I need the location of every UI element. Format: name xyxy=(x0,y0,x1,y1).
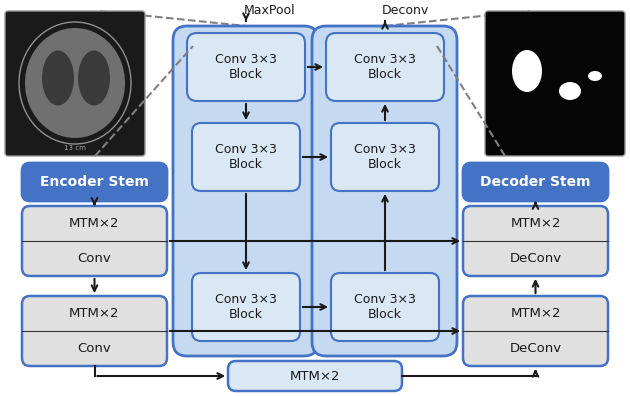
Text: Conv 3×3
Block: Conv 3×3 Block xyxy=(215,53,277,81)
Text: Conv 3×3
Block: Conv 3×3 Block xyxy=(354,53,416,81)
Text: MaxPool: MaxPool xyxy=(244,4,296,17)
FancyBboxPatch shape xyxy=(192,123,300,191)
FancyBboxPatch shape xyxy=(22,206,167,276)
FancyBboxPatch shape xyxy=(22,163,167,201)
FancyBboxPatch shape xyxy=(5,11,145,156)
Text: MTM×2: MTM×2 xyxy=(69,217,120,230)
FancyBboxPatch shape xyxy=(312,26,457,356)
Ellipse shape xyxy=(559,82,581,100)
Text: Decoder Stem: Decoder Stem xyxy=(480,175,591,189)
FancyBboxPatch shape xyxy=(331,273,439,341)
FancyBboxPatch shape xyxy=(173,26,318,356)
Text: Deconv: Deconv xyxy=(381,4,428,17)
Text: 13 cm: 13 cm xyxy=(64,145,86,151)
Text: Conv 3×3
Block: Conv 3×3 Block xyxy=(354,143,416,171)
FancyBboxPatch shape xyxy=(463,296,608,366)
Text: DeConv: DeConv xyxy=(510,342,561,355)
Text: DeConv: DeConv xyxy=(510,252,561,265)
FancyBboxPatch shape xyxy=(22,296,167,366)
Ellipse shape xyxy=(588,71,602,81)
Text: Encoder Stem: Encoder Stem xyxy=(40,175,149,189)
Text: MTM×2: MTM×2 xyxy=(69,307,120,320)
Text: MTM×2: MTM×2 xyxy=(290,369,340,383)
Ellipse shape xyxy=(78,51,110,105)
FancyBboxPatch shape xyxy=(228,361,402,391)
Text: MTM×2: MTM×2 xyxy=(510,307,561,320)
FancyBboxPatch shape xyxy=(187,33,305,101)
FancyBboxPatch shape xyxy=(326,33,444,101)
Text: Conv 3×3
Block: Conv 3×3 Block xyxy=(215,293,277,321)
Text: Conv 3×3
Block: Conv 3×3 Block xyxy=(354,293,416,321)
FancyBboxPatch shape xyxy=(331,123,439,191)
Text: Conv: Conv xyxy=(77,342,112,355)
Text: Conv: Conv xyxy=(77,252,112,265)
Text: Conv 3×3
Block: Conv 3×3 Block xyxy=(215,143,277,171)
FancyBboxPatch shape xyxy=(463,206,608,276)
Ellipse shape xyxy=(512,50,542,92)
Ellipse shape xyxy=(42,51,74,105)
FancyBboxPatch shape xyxy=(463,163,608,201)
Text: MTM×2: MTM×2 xyxy=(510,217,561,230)
FancyBboxPatch shape xyxy=(485,11,625,156)
FancyBboxPatch shape xyxy=(192,273,300,341)
Ellipse shape xyxy=(25,28,125,138)
